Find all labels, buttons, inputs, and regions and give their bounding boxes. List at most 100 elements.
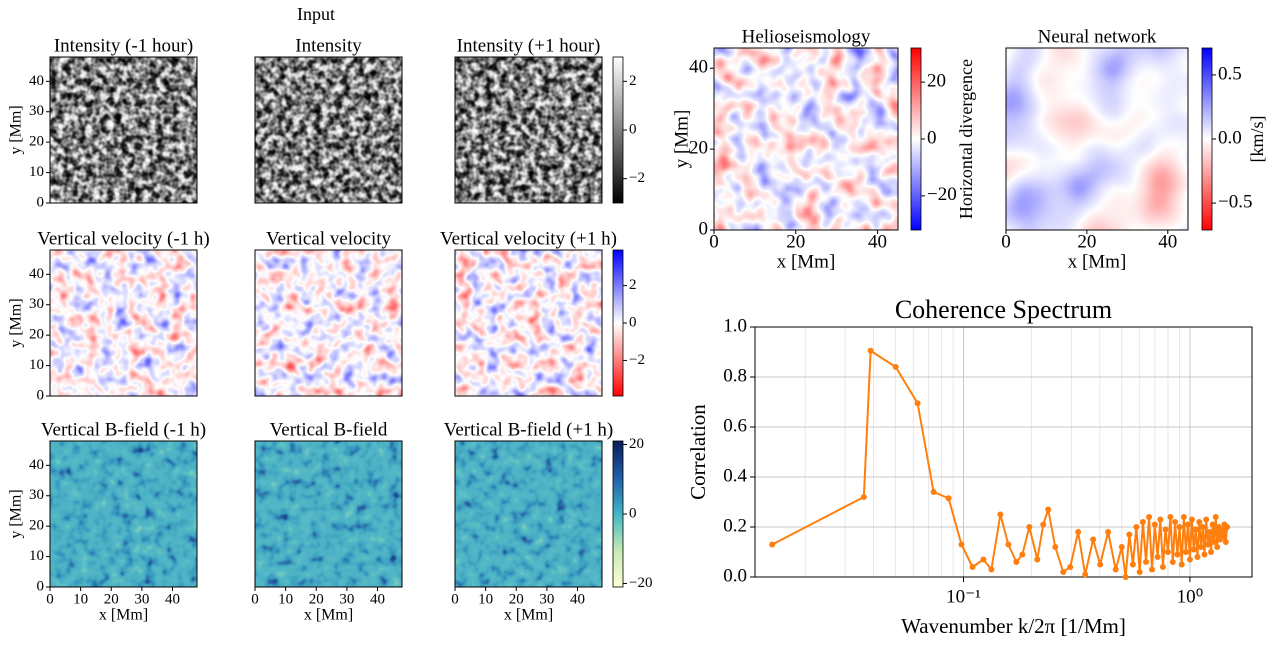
data-point	[1214, 544, 1221, 550]
x-tick-label: 30	[539, 591, 554, 607]
data-point	[1188, 516, 1195, 523]
colorbar-tick-label: 0.5	[1218, 63, 1242, 84]
data-point	[1082, 571, 1089, 578]
colorbar-label: Horizontal divergence	[956, 59, 976, 219]
colorbar-tick-label: 20	[927, 70, 946, 91]
data-point	[1203, 516, 1210, 523]
x-tick-label: 10	[478, 591, 493, 607]
panel-title: Vertical velocity	[266, 228, 392, 249]
x-tick-label: 20	[509, 591, 524, 607]
data-line	[771, 349, 1229, 578]
colorbar	[1201, 47, 1213, 231]
colorbar-tick-label: 2	[629, 73, 637, 89]
data-point	[1176, 524, 1183, 530]
suptitle: Input	[297, 4, 335, 24]
axes-frame	[254, 440, 403, 588]
heatmap-image	[50, 57, 197, 203]
data-point	[1151, 521, 1158, 528]
data-point	[1097, 561, 1104, 568]
heatmap-image	[255, 57, 402, 203]
data-point	[969, 564, 976, 570]
y-tick-label: 0.6	[723, 415, 747, 436]
data-point	[1201, 551, 1208, 558]
data-point	[1224, 524, 1231, 530]
y-tick-label: 20	[29, 134, 44, 150]
data-point	[1209, 521, 1216, 528]
y-tick-label: 40	[29, 266, 44, 282]
x-tick-label: 10⁰	[1177, 586, 1204, 607]
data-point	[958, 541, 965, 548]
axes-frame	[254, 56, 403, 204]
data-point	[1157, 516, 1164, 523]
x-tick-label: 10	[73, 591, 88, 607]
data-point	[1159, 564, 1166, 570]
axes-frame	[454, 56, 603, 204]
data-point	[892, 364, 899, 370]
data-point	[914, 400, 921, 407]
x-tick-label: 30	[339, 591, 354, 607]
y-tick-label: 0	[37, 387, 45, 403]
data-point	[1090, 536, 1097, 543]
data-point	[1198, 544, 1205, 550]
y-axis-label: Correlation	[686, 404, 710, 500]
y-tick-label: 40	[689, 57, 708, 78]
panel-title: Helioseismology	[742, 26, 871, 47]
axes-frame	[454, 249, 603, 397]
heatmap-image	[50, 441, 197, 587]
data-point	[1052, 544, 1059, 550]
data-point	[1136, 569, 1143, 575]
x-axis-label: x [Mm]	[1068, 251, 1127, 272]
data-point	[1206, 529, 1213, 535]
data-point	[1194, 554, 1201, 560]
chart-title: Coherence Spectrum	[895, 295, 1112, 324]
data-point	[1019, 551, 1026, 558]
data-point	[1178, 561, 1185, 568]
axes-frame	[49, 440, 198, 588]
data-point	[1154, 554, 1161, 560]
data-point	[1013, 559, 1020, 565]
colorbar-label: [km/s]	[1247, 116, 1267, 163]
y-tick-label: 40	[29, 73, 44, 89]
colorbar-tick-label: −0.5	[1218, 191, 1252, 212]
data-point	[1196, 519, 1203, 525]
data-point	[1211, 539, 1218, 545]
data-point	[1204, 541, 1211, 548]
x-axis-label: x [Mm]	[777, 251, 836, 272]
x-tick-label: 20	[104, 591, 119, 607]
colorbar-tick-label: 0.0	[1218, 127, 1242, 148]
heatmap-image	[455, 250, 602, 396]
y-tick-label: 10	[29, 164, 44, 180]
data-point	[1067, 564, 1074, 570]
y-tick-label: 1.0	[723, 315, 747, 336]
y-tick-label: 0.8	[723, 365, 747, 386]
axes-frame	[713, 47, 899, 231]
x-tick-label: 40	[868, 231, 887, 252]
y-tick-label: 30	[29, 103, 44, 119]
colorbar-tick-label: 0	[629, 505, 637, 521]
x-tick-label: 40	[1158, 231, 1177, 252]
y-tick-label: 0	[699, 218, 709, 239]
data-point	[1005, 541, 1012, 548]
panel-title: Intensity (-1 hour)	[54, 35, 193, 56]
data-point	[1192, 526, 1199, 533]
heatmap-image	[455, 57, 602, 203]
colorbar-tick-label: −2	[629, 170, 645, 186]
colorbar-tick-label: −2	[629, 352, 645, 368]
data-point	[769, 541, 776, 548]
x-tick-label: 10	[278, 591, 293, 607]
data-point	[1172, 519, 1179, 525]
data-point	[1182, 549, 1189, 555]
data-point	[1139, 519, 1146, 525]
y-tick-label: 0.4	[723, 465, 747, 486]
data-point	[1105, 529, 1112, 535]
data-point	[1118, 544, 1125, 550]
colorbar-tick-label: 20	[629, 436, 644, 452]
data-point	[1190, 546, 1197, 553]
data-point	[1146, 514, 1153, 520]
data-point	[1045, 506, 1052, 513]
data-point	[1026, 524, 1033, 530]
y-tick-label: 0.0	[723, 565, 747, 586]
colorbar	[612, 249, 624, 397]
data-point	[1169, 559, 1176, 565]
y-tick-label: 20	[29, 518, 44, 534]
